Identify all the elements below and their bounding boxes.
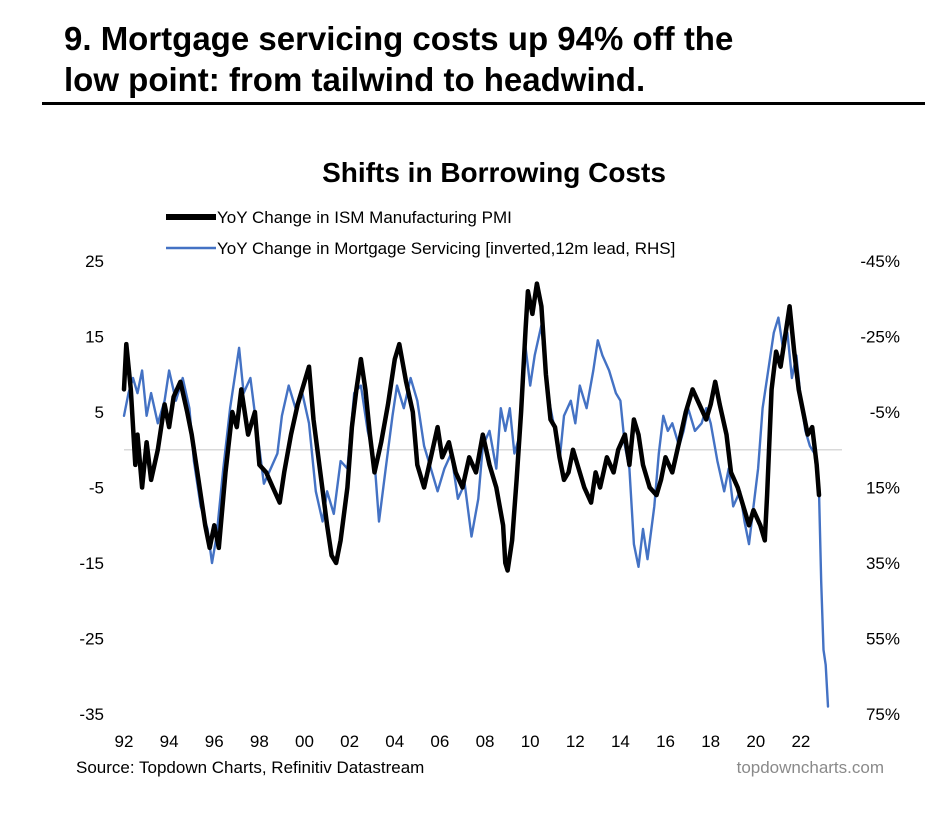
headline-line-2: low point: from tailwind to headwind. — [64, 61, 646, 98]
x-tick-label: 00 — [295, 732, 314, 751]
x-tick-label: 92 — [115, 732, 134, 751]
x-tick-label: 22 — [791, 732, 810, 751]
y-left-tick-label: -5 — [89, 479, 104, 498]
headline-rule — [42, 102, 925, 105]
y-left-tick-label: -15 — [79, 554, 104, 573]
legend-label-pmi: YoY Change in ISM Manufacturing PMI — [217, 208, 512, 227]
x-tick-label: 14 — [611, 732, 630, 751]
x-tick-label: 18 — [701, 732, 720, 751]
x-axis: 92 94 96 98 00 02 04 06 08 10 12 14 16 18 20 22 — [115, 732, 811, 751]
x-tick-label: 02 — [340, 732, 359, 751]
y-right-tick-label: -45% — [860, 252, 900, 271]
x-tick-label: 10 — [521, 732, 540, 751]
x-tick-label: 12 — [566, 732, 585, 751]
y-left-tick-label: 5 — [95, 403, 104, 422]
series-line-pmi — [121, 281, 822, 573]
x-tick-label: 16 — [656, 732, 675, 751]
y-right-tick-label: 35% — [866, 554, 900, 573]
y-left-tick-label: -25 — [79, 630, 104, 649]
x-tick-label: 20 — [746, 732, 765, 751]
y-right-tick-label: 15% — [866, 479, 900, 498]
x-tick-label: 06 — [430, 732, 449, 751]
legend-label-mortgage: YoY Change in Mortgage Servicing [invert… — [217, 239, 675, 258]
x-tick-label: 98 — [250, 732, 269, 751]
y-right-tick-label: -5% — [870, 403, 900, 422]
series-layer — [121, 281, 830, 708]
y-right-tick-label: 75% — [866, 705, 900, 724]
headline-line-1: 9. Mortgage servicing costs up 94% off t… — [64, 20, 734, 57]
y-left-tick-label: 25 — [85, 252, 104, 271]
series-line-mortgage — [122, 316, 830, 708]
y-left-tick-label: 15 — [85, 328, 104, 347]
x-tick-label: 04 — [385, 732, 404, 751]
source-note: Source: Topdown Charts, Refinitiv Datast… — [76, 758, 424, 777]
y-right-tick-label: 55% — [866, 630, 900, 649]
x-tick-label: 94 — [160, 732, 179, 751]
headline: 9. Mortgage servicing costs up 94% off t… — [64, 18, 904, 100]
left-axis: 25 15 5 -5 -15 -25 -35 — [79, 252, 104, 724]
y-right-tick-label: -25% — [860, 328, 900, 347]
chart-title: Shifts in Borrowing Costs — [322, 157, 666, 188]
x-tick-label: 08 — [476, 732, 495, 751]
x-tick-label: 96 — [205, 732, 224, 751]
brand-watermark: topdowncharts.com — [737, 758, 884, 777]
y-left-tick-label: -35 — [79, 705, 104, 724]
legend: YoY Change in ISM Manufacturing PMI YoY … — [166, 208, 675, 258]
right-axis: -45% -25% -5% 15% 35% 55% 75% — [860, 252, 900, 724]
